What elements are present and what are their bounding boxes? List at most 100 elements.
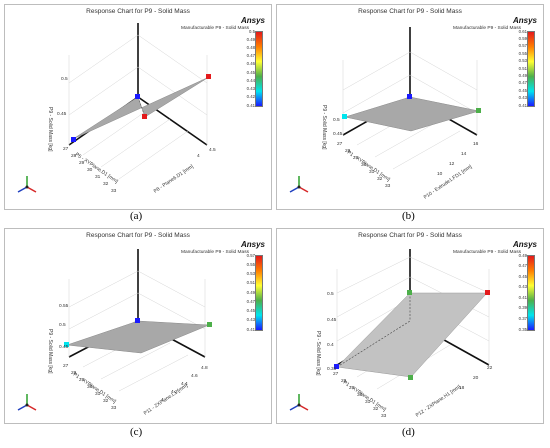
svg-text:33: 33	[381, 413, 387, 419]
svg-text:29: 29	[79, 160, 85, 166]
3d-surface-plot[interactable]: P9 - Solid Mass [kg] 0.55 0.5 0.45 27 28…	[5, 229, 271, 423]
design-point-high	[206, 74, 211, 79]
response-chart-panel-a[interactable]: Response Chart for P9 - Solid Mass Ansys…	[4, 4, 272, 210]
svg-text:28: 28	[71, 153, 77, 159]
svg-text:4: 4	[161, 397, 164, 403]
design-point-low	[71, 137, 76, 142]
colorbar-tick-label: 0.51	[246, 280, 255, 286]
x-ticks: 27 28 29 30 31 32 33	[63, 363, 117, 411]
svg-text:31: 31	[365, 399, 371, 405]
design-point	[407, 94, 412, 99]
surface-edge	[336, 320, 411, 368]
y-ticks: 10 12 14 16	[437, 141, 479, 177]
colorbar-tick-label: 0.43	[246, 317, 255, 323]
z-tick: 0.45	[57, 111, 67, 117]
caption-d: (d)	[402, 426, 415, 438]
colorbar-tick-label: 0.47	[246, 298, 255, 304]
colorbar-tick-label: 0.49	[518, 252, 527, 258]
z-tick: 0.5	[59, 322, 66, 328]
colorbar	[255, 31, 263, 107]
design-point-low	[64, 342, 69, 347]
colorbar-tick-label: 0.51	[518, 65, 527, 71]
x-axis-label: P1 - XYPlane.D1 [mm]	[342, 380, 388, 413]
colorbar	[527, 31, 535, 107]
caption-c: (c)	[130, 426, 143, 438]
design-point	[135, 94, 140, 99]
x-axis-label: P1 - XYPlane.D1 [mm]	[346, 150, 392, 183]
colorbar-tick-label: 0.41	[246, 326, 255, 332]
colorbar-tick-label: 0.49	[518, 72, 527, 78]
colorbar-tick-label: 0.44	[246, 77, 255, 83]
response-surface	[344, 96, 480, 132]
design-point	[407, 290, 412, 295]
design-point	[142, 114, 147, 119]
3d-surface-plot[interactable]: P9 - Solid Mass [kg] 0.5 0.45 0.4 0.35 2…	[277, 229, 543, 423]
orientation-triad-icon[interactable]	[17, 176, 37, 193]
colorbar-tick-label: 0.49	[246, 36, 255, 42]
design-point-high	[485, 290, 490, 295]
legend-title: Manufacturable P9 - Solid Mass	[181, 26, 249, 31]
x-ticks: 27 28 29 30 31 32 33	[337, 141, 391, 189]
design-point-high	[207, 322, 212, 327]
colorbar-tick-label: 0.59	[518, 35, 527, 41]
legend-title: Manufacturable P9 - Solid Mass	[453, 250, 521, 255]
z-tick: 0.4	[327, 342, 334, 348]
ansys-logo: Ansys	[512, 16, 537, 25]
colorbar-tick-label: 0.37	[518, 315, 527, 321]
z-tick: 0.45	[59, 344, 69, 350]
svg-text:31: 31	[95, 391, 101, 397]
caption-a: (a)	[130, 210, 143, 222]
colorbar-tick-label: 0.5	[249, 28, 255, 34]
z-tick: 0.5	[327, 291, 334, 297]
legend-title: Manufacturable P9 - Solid Mass	[453, 26, 521, 31]
svg-text:14: 14	[461, 151, 467, 157]
response-chart-panel-c[interactable]: Response Chart for P9 - Solid Mass Ansys…	[4, 228, 272, 424]
svg-text:22: 22	[487, 365, 493, 371]
z-tick: 0.45	[327, 317, 337, 323]
orientation-triad-icon[interactable]	[289, 394, 309, 411]
colorbar-tick-label: 0.53	[518, 58, 527, 64]
z-tick: 0.5	[333, 117, 340, 123]
colorbar-tick-label: 0.45	[246, 69, 255, 75]
colorbar-tick-label: 0.45	[518, 273, 527, 279]
y-ticks: 4 4.2 4.4 4.6 4.8	[161, 365, 208, 403]
z-axis-label: P9 - Solid Mass [kg]	[47, 107, 53, 152]
svg-text:30: 30	[87, 167, 93, 173]
design-point-high	[476, 108, 481, 113]
colorbar-tick-label: 0.55	[246, 261, 255, 267]
svg-text:18: 18	[459, 385, 465, 391]
colorbar	[255, 255, 263, 331]
design-point-low	[334, 364, 339, 369]
svg-text:30: 30	[357, 392, 363, 398]
z-tick: 0.45	[333, 131, 343, 137]
3d-surface-plot[interactable]: P9 - Solid Mass [kg] 0.5 0.45 27 28 29 3…	[5, 5, 271, 209]
svg-text:28: 28	[71, 370, 77, 376]
svg-text:30: 30	[361, 162, 367, 168]
response-surface	[72, 76, 210, 140]
y-axis-line	[137, 96, 208, 146]
response-chart-panel-d[interactable]: Response Chart for P9 - Solid Mass Ansys…	[276, 228, 544, 424]
ansys-logo: Ansys	[240, 240, 265, 249]
3d-surface-plot[interactable]: P9 - Solid Mass [kg] 0.5 0.45 27 28 29 3…	[277, 5, 543, 209]
z-axis-label: P9 - Solid Mass [kg]	[321, 105, 327, 150]
ansys-logo: Ansys	[240, 16, 265, 25]
colorbar-tick-label: 0.47	[518, 263, 527, 269]
colorbar-tick-label: 0.42	[246, 94, 255, 100]
y-axis-label: P11 - ZXPlane.L1 [mm]	[143, 382, 190, 416]
z-tick: 0.35	[327, 366, 337, 372]
svg-text:32: 32	[373, 406, 379, 412]
svg-text:30: 30	[87, 384, 93, 390]
orientation-triad-icon[interactable]	[17, 394, 37, 411]
design-point	[135, 318, 140, 323]
response-chart-panel-b[interactable]: Response Chart for P9 - Solid Mass Ansys…	[276, 4, 544, 210]
svg-text:31: 31	[369, 169, 375, 175]
svg-text:27: 27	[63, 363, 69, 369]
x-axis-label: P5 - XYPlane.D1 [mm]	[74, 152, 120, 185]
design-point-low	[342, 114, 347, 119]
svg-text:33: 33	[385, 183, 391, 189]
colorbar-tick-label: 0.61	[518, 28, 527, 34]
colorbar-tick-label: 0.41	[246, 102, 255, 108]
svg-text:4.2: 4.2	[171, 389, 178, 395]
orientation-triad-icon[interactable]	[289, 176, 309, 193]
svg-text:32: 32	[103, 398, 109, 404]
